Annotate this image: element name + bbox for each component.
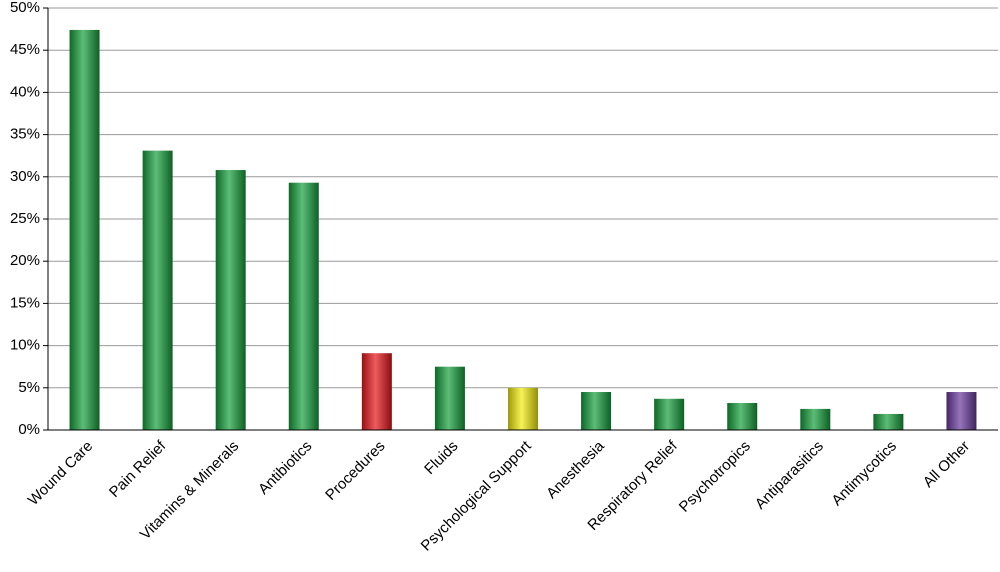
bar (288, 182, 319, 430)
y-tick-label: 5% (18, 379, 40, 396)
bar (361, 353, 392, 430)
x-tick-label: All Other (920, 438, 973, 491)
bar (946, 392, 977, 430)
y-tick-label: 35% (10, 126, 40, 143)
y-tick-label: 50% (10, 0, 40, 16)
y-tick-label: 40% (10, 83, 40, 100)
x-tick-label: Antibiotics (255, 438, 315, 498)
y-tick-label: 15% (10, 294, 40, 311)
x-tick-label: Antiparasitics (752, 438, 827, 513)
x-tick-label: Antimycotics (828, 438, 900, 510)
x-tick-label: Wound Care (25, 438, 96, 509)
bar (434, 366, 465, 430)
bar (581, 392, 612, 430)
y-tick-label: 25% (10, 210, 40, 227)
y-tick-label: 30% (10, 168, 40, 185)
x-tick-label: Psychotropics (676, 438, 754, 516)
x-tick-label: Anesthesia (543, 437, 608, 502)
bar (69, 29, 100, 430)
y-tick-label: 0% (18, 421, 40, 438)
bar (142, 150, 173, 431)
bar (727, 402, 758, 430)
y-tick-label: 10% (10, 337, 40, 354)
bar (873, 413, 904, 430)
x-tick-label: Pain Relief (106, 437, 170, 501)
bar (654, 398, 685, 430)
x-tick-label: Procedures (322, 438, 388, 504)
bar (508, 387, 538, 430)
x-tick-label: Fluids (421, 438, 461, 478)
y-tick-label: 20% (10, 252, 40, 269)
bar (800, 408, 831, 430)
y-tick-label: 45% (10, 41, 40, 58)
bar (215, 170, 246, 430)
